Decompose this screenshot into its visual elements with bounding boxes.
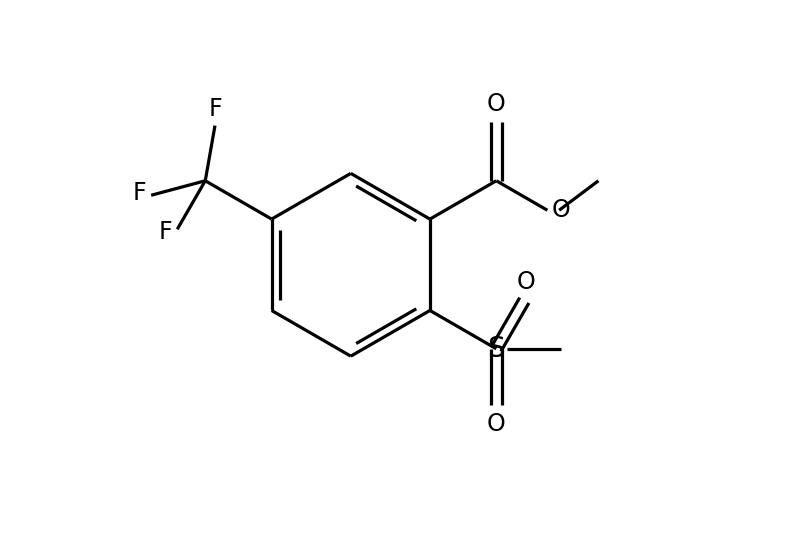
- Text: O: O: [552, 198, 571, 222]
- Text: S: S: [488, 335, 505, 363]
- Text: O: O: [487, 92, 506, 116]
- Text: F: F: [133, 182, 147, 205]
- Text: O: O: [517, 270, 536, 294]
- Text: F: F: [208, 98, 221, 122]
- Text: O: O: [487, 412, 506, 436]
- Text: F: F: [159, 220, 173, 244]
